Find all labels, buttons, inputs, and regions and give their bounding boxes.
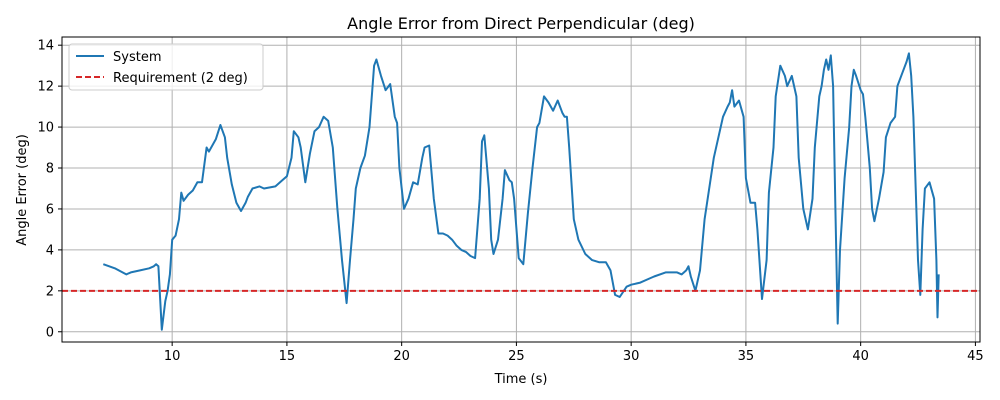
y-tick-label: 10 [37, 121, 54, 136]
x-tick-label: 30 [623, 349, 640, 364]
y-tick-label: 14 [37, 39, 54, 54]
plot-frame [61, 36, 981, 343]
series-layer [62, 52, 980, 331]
legend-box [68, 43, 264, 91]
x-axis-label: Time (s) [494, 372, 548, 387]
y-tick-label: 4 [46, 243, 54, 258]
legend-label-system: System [113, 50, 161, 65]
x-tick-label: 35 [738, 349, 755, 364]
y-tick-label: 8 [46, 162, 54, 177]
x-tick-label: 10 [164, 349, 181, 364]
legend-label-requirement: Requirement (2 deg) [113, 71, 248, 86]
y-tick-label: 6 [46, 202, 54, 217]
series-line-system [102, 52, 940, 331]
y-axis: 0 2 4 6 8 10 12 14 [37, 39, 62, 340]
x-tick-label: 45 [967, 349, 984, 364]
legend: System Requirement (2 deg) [68, 43, 264, 91]
y-axis-label: Angle Error (deg) [15, 134, 30, 246]
y-tick-label: 0 [46, 325, 54, 340]
y-tick-label: 12 [37, 80, 54, 95]
x-axis: 10 15 20 25 30 35 40 45 [164, 342, 984, 364]
x-tick-label: 25 [508, 349, 525, 364]
x-tick-label: 40 [852, 349, 869, 364]
chart-title: Angle Error from Direct Perpendicular (d… [347, 14, 695, 33]
y-tick-label: 2 [46, 284, 54, 299]
x-tick-label: 15 [279, 349, 296, 364]
x-tick-label: 20 [393, 349, 410, 364]
